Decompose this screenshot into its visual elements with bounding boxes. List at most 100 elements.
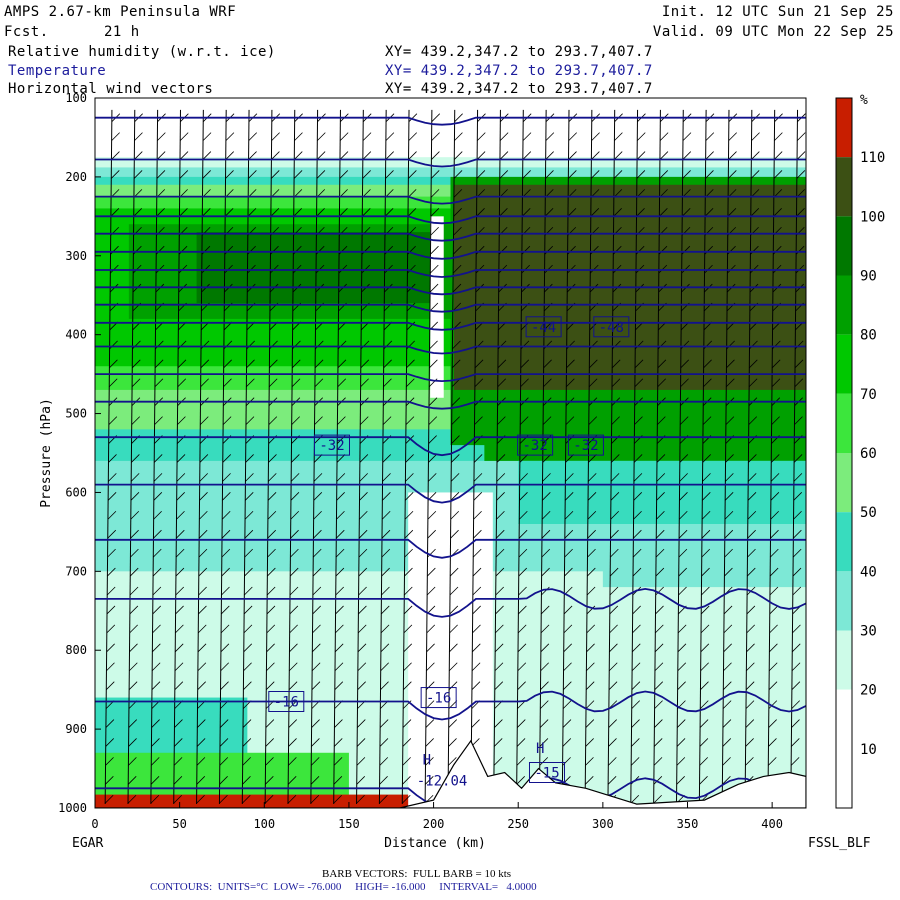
wind-barb-flag bbox=[174, 662, 184, 672]
wind-barb-flag bbox=[221, 548, 231, 558]
wind-barb-flag bbox=[129, 624, 138, 634]
wind-barb-flag bbox=[678, 529, 688, 539]
colorbar-swatch bbox=[836, 748, 852, 808]
wind-barb-flag bbox=[796, 170, 806, 179]
wind-barb-flag bbox=[129, 586, 139, 596]
wind-barb-flag bbox=[175, 586, 185, 596]
wind-barb-flag bbox=[222, 492, 231, 501]
wind-barb-flag bbox=[196, 794, 205, 804]
wind-barb-flag bbox=[362, 170, 371, 179]
wind-barb-flag bbox=[108, 454, 117, 463]
wind-barb-flag bbox=[771, 416, 780, 425]
wind-barb-flag bbox=[428, 454, 437, 463]
wind-barb-flag bbox=[451, 454, 460, 463]
wind-barb-flag bbox=[360, 340, 370, 350]
wind-barb-flag bbox=[700, 643, 710, 653]
wind-barb-flag bbox=[106, 643, 115, 653]
wind-barb-flag bbox=[680, 378, 689, 388]
wind-barb-flag bbox=[750, 245, 759, 255]
wind-barb-flag bbox=[383, 340, 393, 350]
wind-barb-flag bbox=[543, 340, 553, 350]
wind-barb-flag bbox=[408, 151, 417, 160]
field-wind-label: Horizontal wind vectors bbox=[8, 81, 214, 97]
wind-barb-flag bbox=[745, 757, 754, 766]
wind-barb-flag bbox=[199, 510, 208, 520]
wind-barb-flag bbox=[472, 586, 482, 596]
wind-barb-flag bbox=[725, 454, 734, 463]
wind-barb-flag bbox=[173, 757, 183, 766]
wind-barb-flag bbox=[771, 359, 781, 369]
wind-barb-flag bbox=[610, 454, 620, 463]
wind-barb-flag bbox=[362, 151, 372, 160]
wind-barb-flag bbox=[288, 719, 298, 728]
wind-barb-flag bbox=[362, 132, 372, 141]
rh-band-sfc bbox=[95, 794, 417, 808]
wind-barb-flag bbox=[540, 662, 549, 672]
wind-barb-flag bbox=[243, 662, 252, 672]
wind-barb-flag bbox=[630, 757, 640, 766]
wind-barb-flag bbox=[631, 643, 641, 653]
wind-barb-flag bbox=[746, 643, 755, 653]
wind-barb-flag bbox=[202, 170, 211, 179]
colorbar-tick-label: 60 bbox=[860, 446, 877, 462]
wind-barb-flag bbox=[722, 700, 732, 709]
wind-barb-flag bbox=[448, 719, 457, 728]
wind-barb-flag bbox=[565, 416, 575, 425]
wind-barb-flag bbox=[448, 757, 457, 766]
wind-barb-flag bbox=[244, 567, 253, 577]
wind-barb-flag bbox=[179, 132, 189, 141]
wind-barb-flag bbox=[380, 605, 390, 615]
wind-barb-flag bbox=[291, 378, 301, 388]
wind-barb-flag bbox=[681, 245, 691, 255]
contour-label-box bbox=[567, 434, 604, 456]
wind-barb-flag bbox=[631, 681, 641, 690]
wind-barb-flag bbox=[289, 567, 299, 577]
wind-barb-flag bbox=[107, 529, 117, 539]
wind-barb-flag bbox=[611, 359, 621, 369]
wind-barb-flag bbox=[770, 529, 779, 539]
wind-barb-flag bbox=[771, 378, 781, 388]
wind-barb-flag bbox=[269, 359, 278, 369]
colorbar-swatch bbox=[836, 393, 852, 453]
wind-barb-flag bbox=[631, 662, 641, 672]
wind-barb-flag bbox=[199, 492, 208, 501]
wind-barb-flag bbox=[494, 681, 504, 690]
wind-barb-flag bbox=[522, 132, 532, 141]
wind-barb-flag bbox=[722, 776, 731, 785]
wind-barb-flag bbox=[495, 567, 505, 577]
wind-barb-flag bbox=[154, 378, 164, 388]
wind-barb-flag bbox=[152, 567, 162, 577]
wind-barb-flag bbox=[129, 662, 138, 672]
wind-barb-flag bbox=[111, 151, 120, 160]
wind-barb-flag bbox=[723, 681, 732, 690]
wind-barb-flag bbox=[585, 738, 594, 747]
fcst-label: Fcst. bbox=[4, 24, 49, 40]
wind-barb-flag bbox=[659, 170, 669, 179]
wind-barb-flag bbox=[449, 605, 459, 615]
wind-barb-flag bbox=[268, 378, 278, 388]
wind-barb-flag bbox=[153, 492, 163, 501]
wind-barb-flag bbox=[336, 492, 345, 501]
wind-barb-flag bbox=[633, 454, 643, 463]
wind-barb-flag bbox=[793, 529, 802, 539]
wind-barb-flag bbox=[312, 586, 322, 596]
wind-barb-flag bbox=[293, 151, 303, 160]
wind-barb-flag bbox=[245, 473, 254, 482]
wind-barb-flag bbox=[382, 473, 391, 482]
wind-barb-staff bbox=[630, 109, 639, 805]
wind-barb-flag bbox=[202, 132, 212, 141]
wind-barb-flag bbox=[265, 776, 274, 785]
wind-barb-flag bbox=[495, 624, 504, 634]
wind-barb-flag bbox=[379, 719, 389, 728]
wind-barb-flag bbox=[768, 681, 778, 690]
wind-barb-flag bbox=[242, 738, 252, 747]
wind-barb-flag bbox=[676, 738, 686, 747]
wind-barb-flag bbox=[133, 170, 143, 179]
wind-barb-flag bbox=[564, 567, 573, 577]
wind-barb-flag bbox=[792, 548, 802, 558]
wind-barb-flag bbox=[539, 719, 549, 728]
wind-barb-flag bbox=[289, 624, 298, 634]
wind-barb-flag bbox=[359, 510, 368, 520]
wind-barb-flag bbox=[430, 226, 439, 236]
